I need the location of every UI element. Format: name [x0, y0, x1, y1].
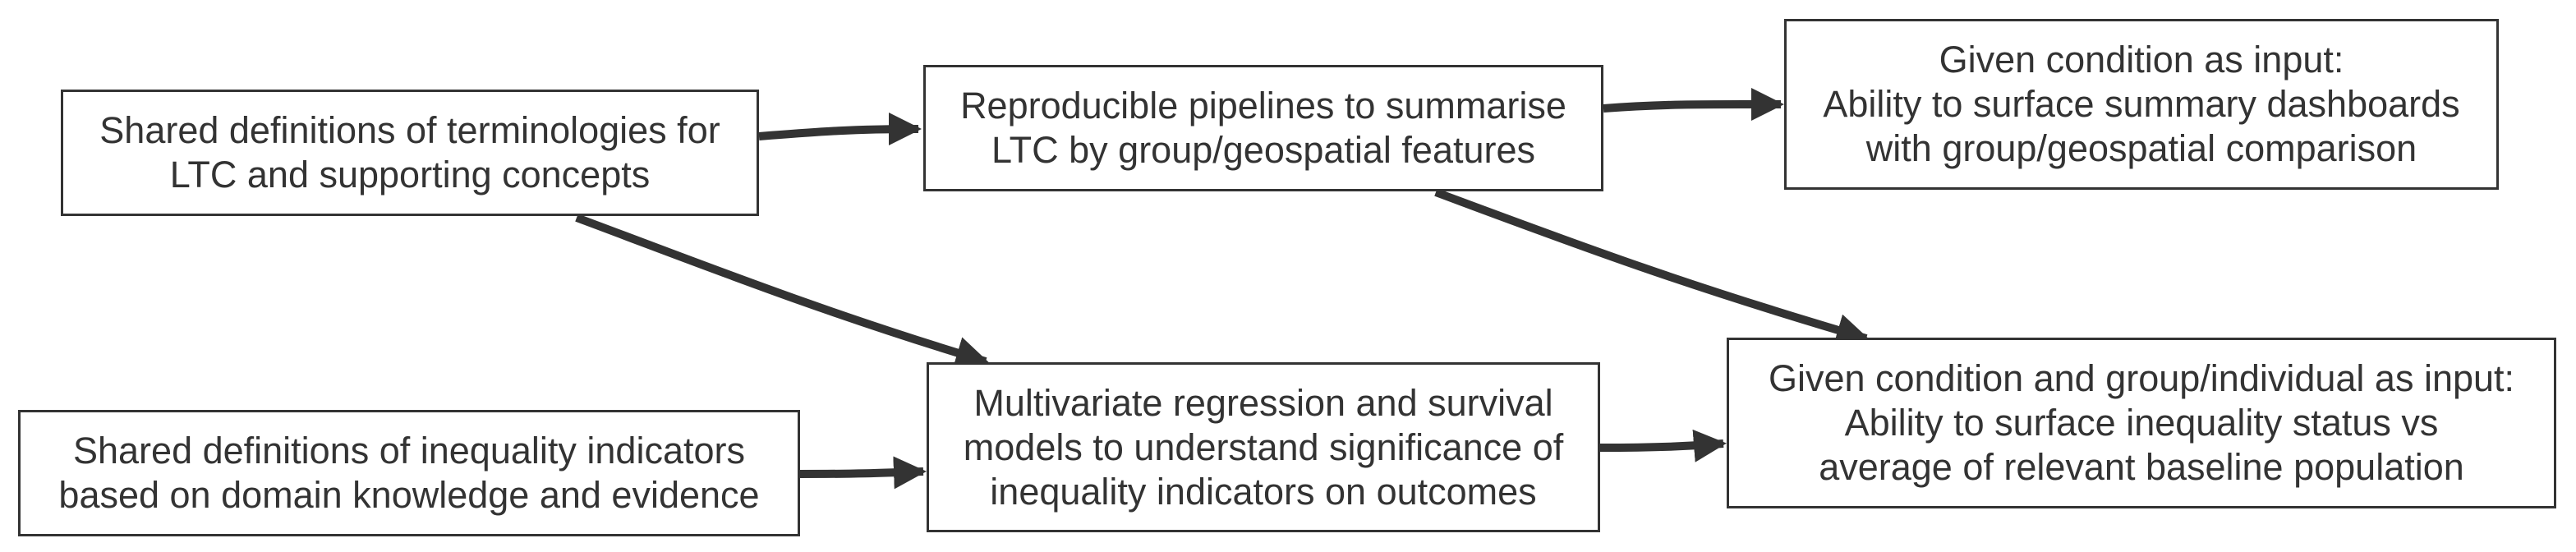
node-inequality-status: Given condition and group/individual as … — [1727, 338, 2556, 508]
node-regression-models: Multivariate regression and survival mod… — [927, 362, 1600, 532]
node-regression-models-label: Multivariate regression and survival mod… — [963, 381, 1564, 513]
node-summary-dashboards: Given condition as input: Ability to sur… — [1784, 19, 2499, 190]
node-pipelines: Reproducible pipelines to summarise LTC … — [923, 65, 1603, 191]
node-ltc-definitions: Shared definitions of terminologies for … — [61, 90, 759, 216]
node-inequality-definitions: Shared definitions of inequality indicat… — [18, 410, 800, 536]
node-inequality-definitions-label: Shared definitions of inequality indicat… — [58, 430, 760, 516]
node-summary-dashboards-label: Given condition as input: Ability to sur… — [1823, 39, 2460, 169]
node-pipelines-label: Reproducible pipelines to summarise LTC … — [960, 85, 1566, 171]
edge-inequality-definitions-to-regression-models — [799, 456, 927, 490]
edge-ltc-definitions-to-pipelines — [758, 113, 922, 146]
edge-regression-models-to-inequality-status — [1599, 429, 1727, 462]
node-inequality-status-label: Given condition and group/individual as … — [1768, 357, 2515, 488]
edge-pipelines-to-summary-dashboards — [1603, 87, 1784, 121]
edge-ltc-definitions-to-regression-models — [575, 214, 989, 369]
edge-pipelines-to-inequality-status — [1434, 188, 1870, 347]
node-ltc-definitions-label: Shared definitions of terminologies for … — [99, 109, 720, 196]
